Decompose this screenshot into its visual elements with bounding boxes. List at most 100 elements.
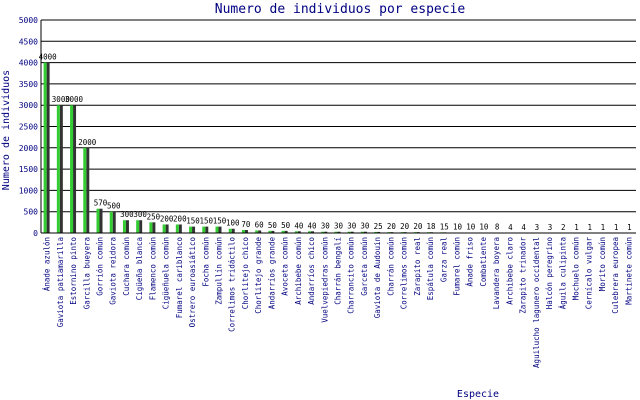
- bar: [83, 147, 87, 233]
- x-tick-label: Vuelvepiedras común: [320, 237, 329, 323]
- x-tick-label: Garza real: [439, 237, 448, 282]
- data-label: 4000: [39, 53, 58, 62]
- data-label: 200: [173, 214, 187, 223]
- bar-shadow: [59, 105, 63, 233]
- bar: [136, 220, 140, 233]
- bar: [321, 231, 325, 233]
- bar-shadow: [192, 226, 196, 233]
- x-tick-label: Archibebe común: [294, 237, 303, 305]
- data-label: 20: [413, 222, 423, 231]
- data-label: 150: [186, 217, 200, 226]
- y-tick-label: 0: [33, 229, 38, 238]
- x-tick-label: Cuchara común: [122, 237, 131, 296]
- x-tick-label: Zampullín común: [215, 237, 224, 305]
- data-label: 1: [614, 223, 619, 232]
- data-label: 30: [347, 222, 357, 231]
- x-tick-label: Charrán común: [386, 237, 395, 296]
- x-tick-label: Cigüeña blanca: [135, 237, 144, 300]
- data-label: 50: [281, 221, 291, 230]
- x-tick-label: Fumarel común: [453, 237, 462, 296]
- x-tick-label: Avoceta común: [281, 237, 290, 296]
- x-tick-label: Espátula común: [426, 237, 435, 300]
- data-label: 10: [466, 223, 476, 232]
- bar-shadow: [244, 230, 248, 233]
- data-label: 2: [561, 223, 566, 232]
- data-label: 60: [255, 220, 265, 229]
- data-label: 10: [453, 223, 463, 232]
- bar: [374, 231, 378, 233]
- data-label: 30: [334, 222, 344, 231]
- data-label: 3000: [52, 95, 71, 104]
- bar-shadow: [99, 208, 103, 233]
- data-label: 3000: [65, 95, 84, 104]
- bar-shadow: [337, 231, 341, 233]
- x-tick-labels: Ánade azulón Gaviota patiamarilla Estornin…: [43, 237, 634, 368]
- y-tick-label: 500: [24, 208, 39, 217]
- data-label: 100: [226, 219, 240, 228]
- bar-shadow: [73, 105, 77, 233]
- y-tick-label: 3500: [19, 80, 38, 89]
- data-label: 570: [94, 199, 108, 208]
- bar-shadow: [152, 222, 156, 233]
- bar: [255, 230, 259, 233]
- data-label: 10: [479, 223, 489, 232]
- bar: [281, 230, 285, 233]
- bar-shadow: [205, 226, 209, 233]
- x-tick-label: Halcón peregrino: [545, 237, 554, 310]
- x-tick-label: Charrancito común: [347, 237, 356, 314]
- x-tick-label: Fumarel cariblanco: [175, 237, 184, 319]
- y-tick-label: 5000: [19, 16, 38, 25]
- bar-shadow: [178, 224, 182, 233]
- data-label: 15: [440, 222, 449, 231]
- x-tick-label: Chorlitejo grande: [254, 237, 263, 314]
- x-tick-label: Archibebe claro: [505, 237, 514, 305]
- bar: [162, 224, 166, 233]
- bar-shadow: [297, 231, 301, 233]
- bar-shadow: [86, 147, 90, 233]
- data-label: 2000: [78, 138, 97, 147]
- x-tick-label: Zarapito trinador: [519, 237, 528, 314]
- bar: [308, 231, 312, 233]
- bar: [202, 226, 206, 233]
- x-tick-label: Focha común: [201, 237, 210, 287]
- bar-shadow: [363, 231, 367, 233]
- x-tick-label: Garceta común: [360, 237, 369, 296]
- data-label: 50: [268, 221, 278, 230]
- data-label: 500: [107, 202, 121, 211]
- bar-shadow: [231, 228, 235, 233]
- x-tick-label: Lavandera boyera: [492, 237, 501, 309]
- bars: [43, 62, 632, 233]
- data-label: 18: [427, 222, 437, 231]
- data-label: 1: [587, 223, 592, 232]
- data-label: 1: [627, 223, 632, 232]
- bar: [347, 231, 351, 233]
- data-label: 200: [160, 214, 174, 223]
- x-tick-label: Águila culipinta: [558, 237, 567, 309]
- data-label: 4: [521, 223, 526, 232]
- x-tick-label: Flamenco común: [148, 237, 157, 300]
- bar: [70, 105, 74, 233]
- x-tick-label: Correlimos común: [400, 237, 409, 309]
- data-label: 40: [294, 221, 304, 230]
- bar: [294, 231, 298, 233]
- x-axis-title: Especie: [457, 389, 499, 400]
- x-tick-label: Cernícalo vulgar: [585, 237, 594, 310]
- y-tick-label: 3000: [19, 101, 38, 110]
- data-label: 4: [508, 223, 513, 232]
- x-tick-label: Gorrión común: [96, 237, 105, 296]
- bar: [360, 231, 364, 233]
- data-label: 3: [548, 223, 553, 232]
- bar-shadow: [139, 220, 143, 233]
- bar-shadow: [258, 230, 262, 233]
- data-label: 70: [241, 220, 251, 229]
- bar-shadow: [46, 62, 50, 233]
- bar-shadow: [218, 226, 222, 233]
- y-axis-title: Numero de individuos: [1, 70, 12, 190]
- data-label: 1: [601, 223, 606, 232]
- x-tick-label: Andarríos chico: [307, 237, 316, 305]
- x-tick-label: Ostrero euroasiático: [188, 237, 197, 328]
- x-tick-label: Gaviota reidora: [109, 237, 118, 305]
- data-label: 20: [387, 222, 397, 231]
